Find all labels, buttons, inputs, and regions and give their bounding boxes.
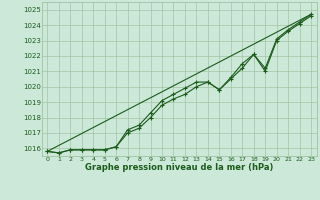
X-axis label: Graphe pression niveau de la mer (hPa): Graphe pression niveau de la mer (hPa) xyxy=(85,163,273,172)
